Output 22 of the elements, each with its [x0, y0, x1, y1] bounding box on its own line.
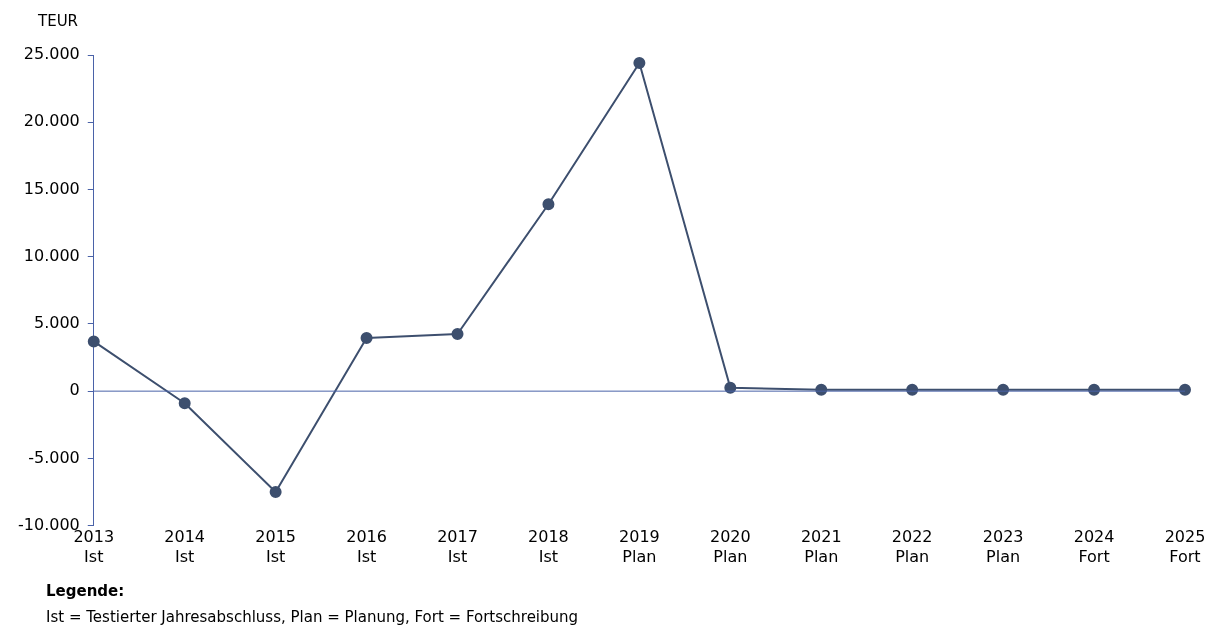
- y-tick-label: 5.000: [33, 313, 80, 333]
- y-tick-label: -5.000: [28, 447, 80, 467]
- y-tick-label: 25.000: [23, 44, 80, 64]
- x-tick-label: 2017 Ist: [437, 527, 478, 566]
- text: Ist = Testierter Jahresabschluss, Plan = Planung, Fort = Fortschreibung: [46, 607, 579, 628]
- x-tick-label: 2016 Ist: [346, 527, 387, 566]
- y-axis-title: TEUR: [38, 12, 79, 30]
- text: Legende:: [46, 581, 126, 602]
- y-tick-label: 20.000: [23, 111, 80, 131]
- x-tick-label: 2014 Ist: [164, 527, 206, 566]
- x-tick-label: 2021 Plan: [800, 527, 842, 566]
- y-tick-label: 0: [69, 380, 80, 400]
- x-tick-label: 2024 Fort: [1073, 527, 1115, 566]
- x-tick-label: 2015 Ist: [255, 527, 296, 566]
- x-tick-label: 2019 Plan: [619, 527, 660, 566]
- x-tick-label: 2025 Fort: [1164, 527, 1206, 566]
- x-tick-label: 2020 Plan: [709, 527, 751, 566]
- x-tick-label: 2022 Plan: [891, 527, 933, 566]
- y-tick-label: 15.000: [23, 178, 80, 198]
- x-tick-label: 2018 Ist: [528, 527, 569, 566]
- y-tick-label: 10.000: [23, 245, 80, 265]
- x-tick-label: 2023 Plan: [982, 527, 1024, 566]
